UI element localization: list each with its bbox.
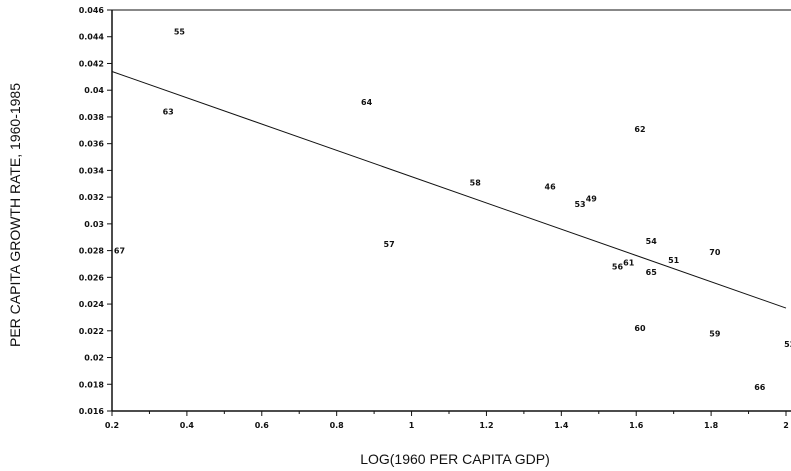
y-tick-label: 0.026 <box>79 273 105 282</box>
data-point-label: 58 <box>470 178 482 187</box>
y-tick-label: 0.022 <box>79 327 104 336</box>
y-tick-label: 0.032 <box>79 193 104 202</box>
data-point-label: 52 <box>784 340 791 349</box>
data-point-label: 70 <box>709 248 721 257</box>
x-axis-label: LOG(1960 PER CAPITA GDP) <box>360 451 550 467</box>
data-point-label: 51 <box>668 256 680 265</box>
y-tick-label: 0.034 <box>79 166 105 175</box>
y-tick-label: 0.018 <box>79 380 105 389</box>
data-point-label: 56 <box>612 263 624 272</box>
x-tick-label: 2 <box>783 421 789 430</box>
y-tick-label: 0.044 <box>79 33 105 42</box>
y-tick-label: 0.03 <box>84 220 104 229</box>
trend-line <box>111 71 787 309</box>
x-tick-label: 1.8 <box>704 421 719 430</box>
data-point-label: 54 <box>646 237 658 246</box>
data-point-label: 60 <box>634 324 646 333</box>
data-point-label: 55 <box>174 27 186 36</box>
data-point-label: 61 <box>623 259 635 268</box>
y-tick-label: 0.046 <box>79 6 105 15</box>
x-tick-label: 1 <box>409 421 415 430</box>
data-point-label: 63 <box>163 108 174 117</box>
data-point-label: 49 <box>586 194 598 203</box>
y-tick-label: 0.04 <box>84 86 104 95</box>
y-tick-label: 0.036 <box>79 140 105 149</box>
x-tick-label: 1.2 <box>479 421 493 430</box>
data-point-label: 57 <box>384 240 395 249</box>
y-ticks: 0.046 0.044 0.042 0.04 0.038 0.036 0.034 0.032 0… <box>79 6 112 416</box>
y-tick-label: 0.042 <box>79 59 104 68</box>
axes <box>111 9 791 412</box>
data-point-label: 65 <box>646 268 658 277</box>
data-point-label: 62 <box>634 125 645 134</box>
x-tick-label: 1.6 <box>629 421 644 430</box>
x-tick-label: 0.4 <box>180 421 195 430</box>
data-point-label: 59 <box>709 329 721 338</box>
y-tick-label: 0.028 <box>79 247 105 256</box>
data-point-label: 46 <box>545 182 557 191</box>
data-point-label: 66 <box>754 383 766 392</box>
y-tick-label: 0.038 <box>79 113 105 122</box>
y-tick-label: 0.02 <box>84 354 104 363</box>
y-tick-label: 0.024 <box>79 300 105 309</box>
x-tick-label: 0.2 <box>105 421 119 430</box>
y-axis-label: PER CAPITA GROWTH RATE, 1960-1985 <box>7 83 23 347</box>
x-tick-label: 0.8 <box>330 421 345 430</box>
y-tick-label: 0.016 <box>79 407 105 416</box>
x-ticks: 0.2 0.4 0.6 0.8 1 1.2 1.4 1.6 1.8 2 <box>105 411 789 430</box>
data-point-label: 64 <box>361 98 373 107</box>
data-point-label: 53 <box>574 200 585 209</box>
data-point-label: 67 <box>114 247 125 256</box>
x-tick-label: 1.4 <box>554 421 569 430</box>
x-tick-label: 0.6 <box>255 421 270 430</box>
